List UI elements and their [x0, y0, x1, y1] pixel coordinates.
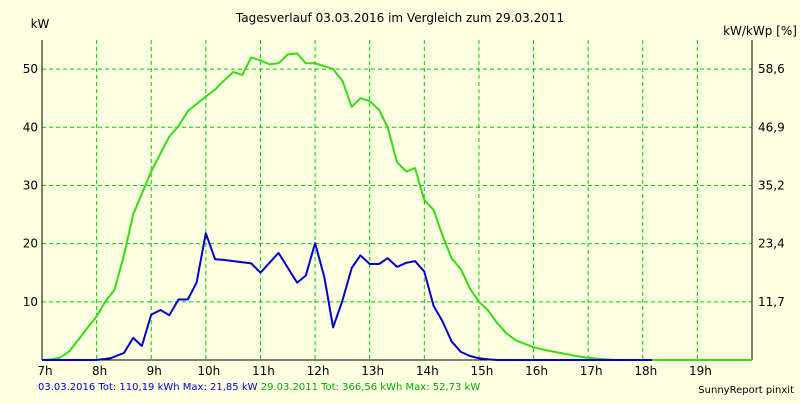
- chart-title: Tagesverlauf 03.03.2016 im Vergleich zum…: [235, 11, 564, 25]
- y-tick-label-left: 40: [23, 120, 38, 134]
- footer-summary-2011: 29.03.2011 Tot: 366,56 kWh Max: 52,73 kW: [260, 382, 481, 393]
- x-tick-label: 18h: [634, 364, 657, 378]
- y-axis-label-left: kW: [31, 17, 50, 31]
- x-tick-label: 13h: [361, 364, 384, 378]
- x-tick-label: 12h: [307, 364, 330, 378]
- x-tick-label: 16h: [525, 364, 548, 378]
- x-tick-label: 9h: [147, 364, 162, 378]
- x-tick-label: 7h: [37, 364, 52, 378]
- x-tick-label: 17h: [580, 364, 603, 378]
- y-axis-label-right: kW/kWp [%]: [723, 24, 797, 38]
- y-tick-label-left: 30: [23, 178, 38, 192]
- grid-lines: [41, 40, 753, 360]
- y-tick-label-left: 20: [23, 237, 38, 251]
- y-tick-label-right: 11,7: [758, 295, 785, 309]
- x-tick-label: 19h: [689, 364, 712, 378]
- series-line-03-03-2016: [42, 232, 653, 361]
- footer-credit: SunnyReport pinxit: [698, 385, 794, 396]
- y-tick-label-left: 50: [23, 62, 38, 76]
- x-tick-label: 14h: [416, 364, 439, 378]
- axes: [41, 40, 753, 361]
- series-line-29-03-2011: [41, 52, 752, 361]
- series-lines: [41, 52, 752, 361]
- x-tick-label: 15h: [470, 364, 493, 378]
- y-tick-label-right: 46,9: [758, 120, 785, 134]
- x-tick-label: 8h: [92, 364, 107, 378]
- y-tick-label-right: 35,2: [758, 178, 785, 192]
- y-tick-label-left: 10: [23, 295, 38, 309]
- y-tick-label-right: 58,6: [758, 62, 785, 76]
- y-tick-label-right: 23,4: [758, 237, 785, 251]
- x-tick-label: 11h: [252, 364, 275, 378]
- footer-summary: 03.03.2016 Tot: 110,19 kWh Max: 21,85 kW…: [38, 382, 480, 393]
- x-tick-label: 10h: [197, 364, 220, 378]
- footer-summary-2016: 03.03.2016 Tot: 110,19 kWh Max: 21,85 kW: [38, 382, 258, 393]
- tick-labels: 7h 8h 9h 10h 11h 12h 13h 14h 15h 16h 17h 18h 19h 10 20…: [23, 62, 785, 378]
